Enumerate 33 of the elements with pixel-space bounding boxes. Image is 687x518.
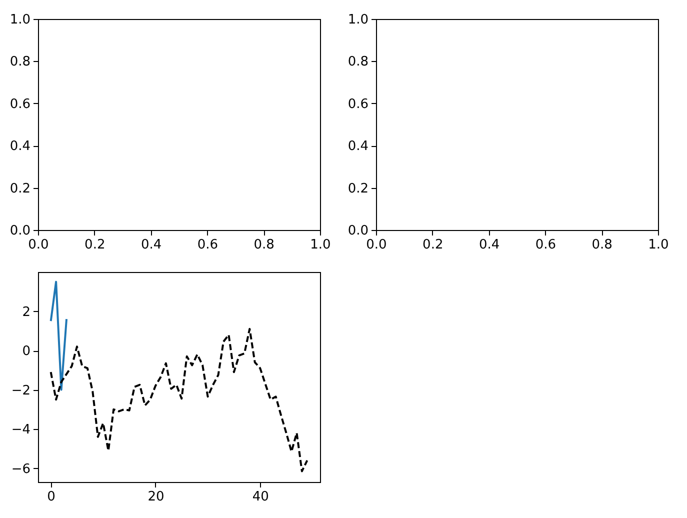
x-tick-label: 0 [47, 490, 56, 504]
y-tick-label: 1.0 [348, 12, 368, 28]
y-tick-label: 0.0 [10, 224, 30, 238]
y-tick-label: 0.6 [348, 96, 368, 112]
y-tick-label: 1.0 [10, 12, 30, 28]
line-series [50, 280, 68, 391]
x-tick-label: 0.4 [140, 238, 162, 252]
y-tick-label: 0.0 [348, 224, 368, 238]
x-tick-label: 0.6 [535, 238, 556, 252]
y-tick-label: 0.2 [10, 181, 30, 196]
x-tick-label: 0.8 [254, 238, 274, 252]
y-tick-label: 0.8 [348, 54, 368, 70]
x-tick-label: 40 [252, 490, 269, 504]
y-tick-label: −4 [11, 422, 30, 438]
x-tick-label: 0.2 [84, 238, 106, 252]
y-tick-label: 0.4 [348, 139, 368, 154]
x-tick-label: 0.2 [422, 238, 444, 252]
y-tick-label: −2 [11, 383, 30, 398]
x-tick-label: 0.4 [478, 238, 500, 252]
x-tick-label: 0.8 [592, 238, 612, 252]
y-tick-label: 0.2 [348, 181, 368, 196]
line-series [50, 328, 308, 472]
y-tick-label: −6 [11, 462, 30, 477]
y-tick-label: 0.4 [10, 139, 30, 154]
y-tick-label: 0.6 [10, 96, 30, 112]
y-tick-label: 2 [22, 304, 30, 320]
x-tick-label: 1.0 [310, 238, 331, 252]
x-tick-label: 0.0 [366, 238, 387, 252]
x-tick-label: 0.6 [197, 238, 218, 252]
x-tick-label: 20 [148, 490, 164, 504]
y-tick-label: 0 [22, 344, 30, 360]
y-tick-label: 0.8 [10, 54, 30, 70]
x-tick-label: 1.0 [648, 238, 669, 252]
